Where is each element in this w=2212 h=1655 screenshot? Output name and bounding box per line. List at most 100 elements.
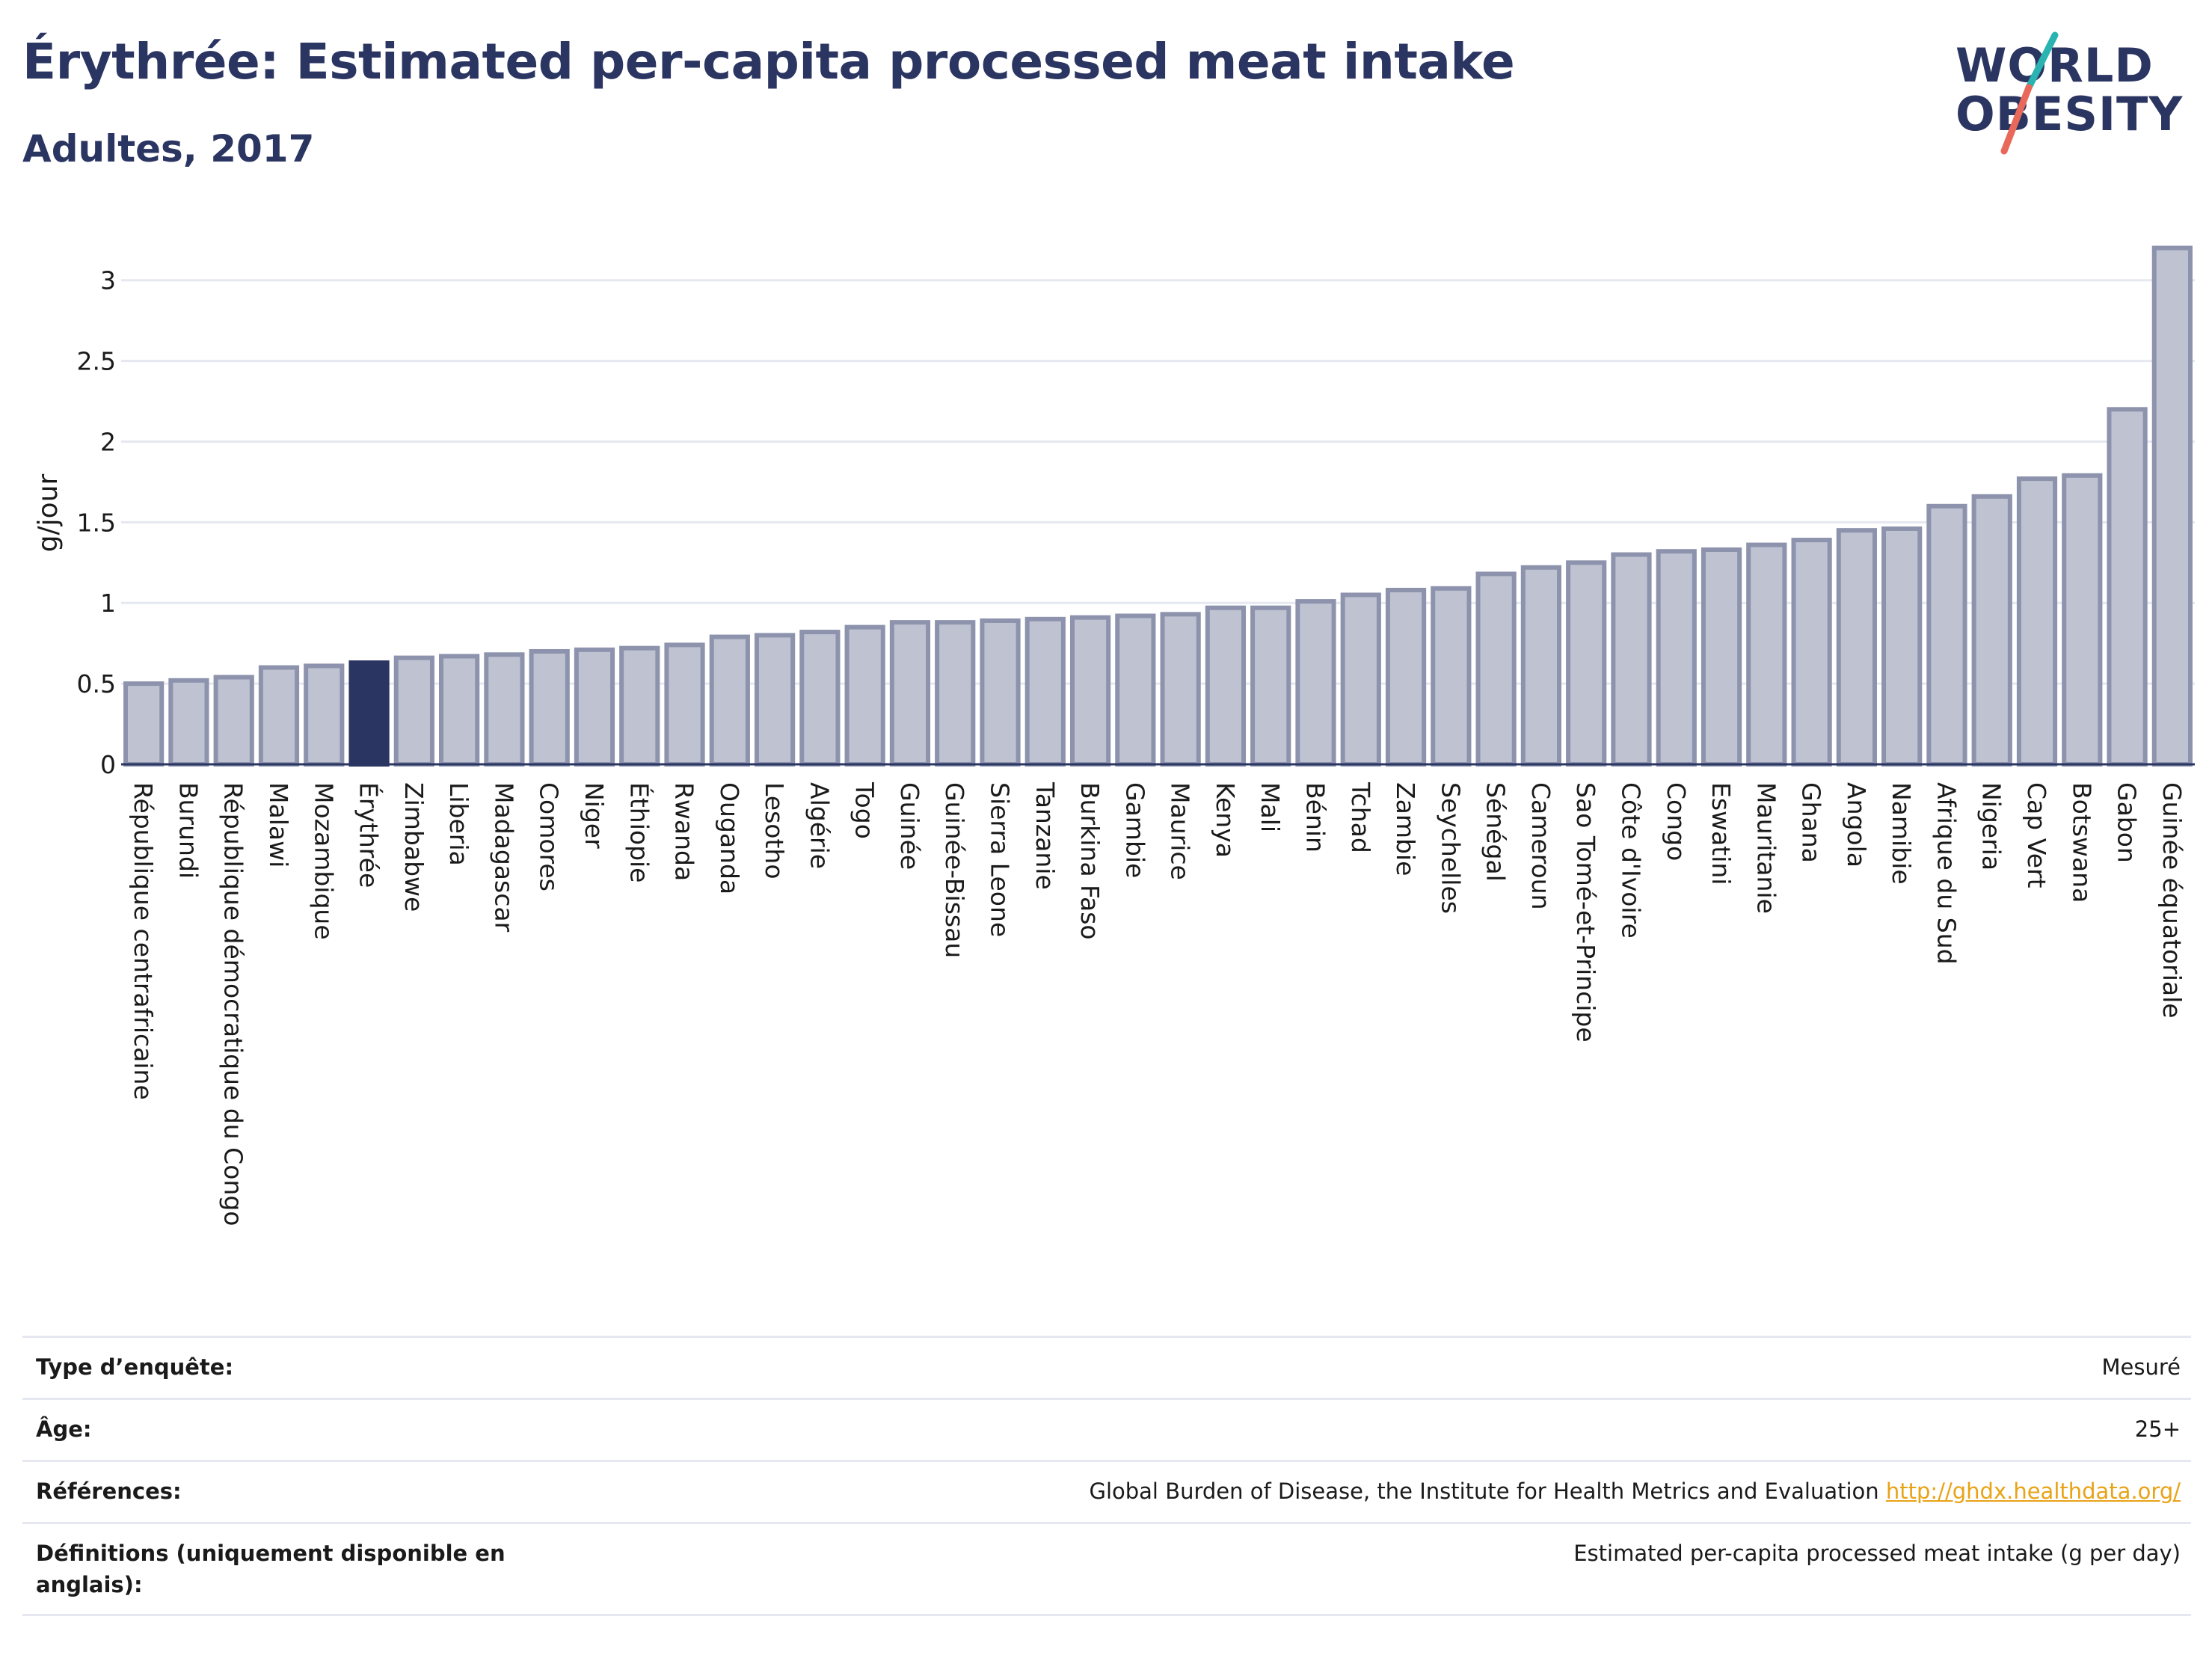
info-table: Type d’enquête: Mesuré Âge: 25+ Référenc… <box>22 1336 2191 1616</box>
bar <box>1881 526 1923 767</box>
bar <box>1656 549 1697 767</box>
reference-link[interactable]: http://ghdx.healthdata.org/ <box>1885 1479 2181 1504</box>
x-tick-label: Cap Vert <box>2022 782 2051 888</box>
row-label: Âge: <box>36 1416 92 1442</box>
x-tick-label: Côte d'Ivoire <box>1616 782 1645 939</box>
x-tick-label: Eswatini <box>1706 782 1736 885</box>
logo-line-1: WORLD <box>1956 38 2154 93</box>
x-tick-label: Gabon <box>2113 782 2142 863</box>
bar <box>2107 407 2148 767</box>
bar <box>1115 613 1156 767</box>
x-tick-label: Seychelles <box>1436 782 1465 914</box>
bar <box>1205 605 1247 767</box>
bar <box>1069 615 1111 767</box>
bar <box>2016 476 2058 767</box>
table-row: Références: Global Burden of Disease, th… <box>22 1460 2191 1522</box>
x-tick-label: Éthiopie <box>624 782 654 882</box>
y-tick-label: 0 <box>100 750 116 779</box>
bar <box>1971 494 2012 767</box>
x-tick-label: Gambie <box>1120 782 1149 878</box>
x-tick-label: Sierra Leone <box>986 782 1015 937</box>
x-tick-label: Malawi <box>264 782 293 868</box>
x-tick-label: Niger <box>580 782 609 849</box>
bar-highlighted <box>348 660 390 767</box>
reference-text: Global Burden of Disease, the Institute … <box>1089 1479 1886 1504</box>
x-tick-label: Angola <box>1842 782 1871 868</box>
x-tick-label: Bénin <box>1300 782 1330 853</box>
x-tick-label: Zambie <box>1391 782 1420 876</box>
bar <box>754 633 796 767</box>
bar <box>1385 587 1427 767</box>
bar <box>213 675 254 767</box>
x-tick-label: République démocratique du Congo <box>219 782 248 1226</box>
bar <box>1295 599 1336 767</box>
chart-subtitle: Adultes, 2017 <box>22 127 315 171</box>
x-tick-label: Zimbabwe <box>399 782 428 912</box>
bar <box>439 654 480 767</box>
y-tick-label: 2.5 <box>77 347 116 376</box>
bar <box>529 648 570 767</box>
row-label: Définitions (uniquement disponible en an… <box>36 1541 506 1597</box>
x-tick-label: Ghana <box>1797 782 1826 863</box>
bar <box>1475 571 1517 767</box>
x-tick-label: Tchad <box>1346 782 1375 853</box>
bar <box>844 624 885 767</box>
x-tick-label: Sénégal <box>1481 782 1511 882</box>
x-tick-label: République centrafricaine <box>129 782 158 1100</box>
bar <box>1611 552 1652 767</box>
bar <box>574 647 615 767</box>
x-tick-label: Congo <box>1662 782 1691 861</box>
x-tick-label: Guinée équatoriale <box>2157 782 2187 1019</box>
bar <box>1836 528 1877 767</box>
bar <box>709 634 750 767</box>
bar <box>258 665 300 767</box>
x-tick-label: Liberia <box>444 782 473 866</box>
bar <box>1024 616 1066 767</box>
logo-line-2: OBESITY <box>1956 87 2184 141</box>
bar <box>2151 245 2193 767</box>
y-tick-label: 1 <box>100 589 116 618</box>
x-tick-label: Mauritanie <box>1751 782 1781 914</box>
y-tick-label: 3 <box>100 266 116 295</box>
x-tick-label: Mali <box>1256 782 1285 832</box>
y-tick-label: 0.5 <box>77 669 116 698</box>
bar <box>799 630 841 767</box>
logo-slash-icon <box>2000 31 2059 155</box>
x-tick-label: Algérie <box>805 782 834 869</box>
table-row: Âge: 25+ <box>22 1398 2191 1460</box>
bar <box>1520 565 1562 767</box>
row-value: 25+ <box>2134 1416 2181 1442</box>
y-axis-label: g/jour <box>33 473 64 552</box>
y-tick-label: 2 <box>100 427 116 456</box>
bar <box>123 681 165 767</box>
x-tick-label: Madagascar <box>489 782 518 933</box>
bar <box>1160 612 1201 767</box>
bar <box>2062 473 2103 767</box>
bar <box>1926 503 1967 767</box>
y-tick-label: 1.5 <box>77 508 116 537</box>
bar <box>393 655 434 767</box>
row-value: Mesuré <box>2101 1354 2181 1380</box>
x-tick-label: Érythrée <box>354 782 384 888</box>
bar <box>1566 560 1607 767</box>
bar <box>1431 586 1472 767</box>
bar <box>889 620 931 767</box>
x-tick-label: Kenya <box>1211 782 1240 858</box>
bar <box>1791 538 1832 767</box>
bar <box>1746 542 1787 767</box>
chart-title: Érythrée: Estimated per-capita processed… <box>22 33 1515 90</box>
row-value: Estimated per-capita processed meat inta… <box>1573 1541 2181 1566</box>
bar <box>168 678 209 767</box>
x-tick-label: Botswana <box>2067 782 2096 903</box>
bar <box>664 642 705 767</box>
x-tick-label: Guinée-Bissau <box>940 782 969 958</box>
x-tick-label: Cameroun <box>1526 782 1555 910</box>
x-tick-label: Mozambique <box>309 782 338 940</box>
row-label: Type d’enquête: <box>36 1354 234 1380</box>
world-obesity-logo: WORLD OBESITY <box>1944 16 2199 159</box>
x-tick-label: Ouganda <box>715 782 744 894</box>
bar <box>619 645 660 767</box>
bar <box>935 620 976 767</box>
x-tick-label: Guinée <box>895 782 924 870</box>
x-tick-label: Namibie <box>1887 782 1916 885</box>
